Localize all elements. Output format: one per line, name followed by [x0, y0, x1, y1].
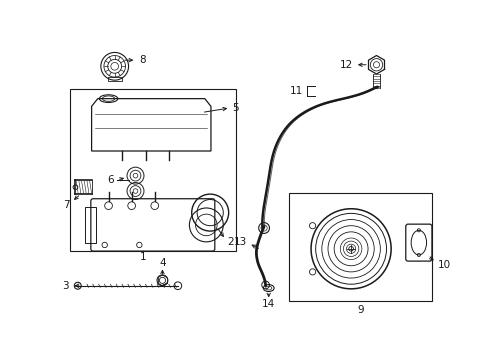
Text: 2: 2	[226, 237, 233, 247]
Bar	[70, 89, 235, 251]
Text: 5: 5	[232, 103, 239, 113]
Text: 3: 3	[62, 281, 69, 291]
Text: 8: 8	[139, 55, 146, 65]
Text: 1: 1	[140, 252, 146, 262]
Text: 4: 4	[159, 258, 165, 269]
Text: 12: 12	[339, 60, 352, 70]
Bar	[107, 77, 122, 81]
Text: 6: 6	[107, 175, 114, 185]
Bar	[289, 193, 431, 301]
Text: 10: 10	[436, 260, 449, 270]
Bar	[85, 207, 96, 243]
Text: 11: 11	[289, 86, 303, 96]
Text: 9: 9	[357, 305, 363, 315]
Text: 7: 7	[63, 200, 70, 210]
Text: 14: 14	[262, 299, 275, 309]
Text: 13: 13	[233, 237, 246, 247]
